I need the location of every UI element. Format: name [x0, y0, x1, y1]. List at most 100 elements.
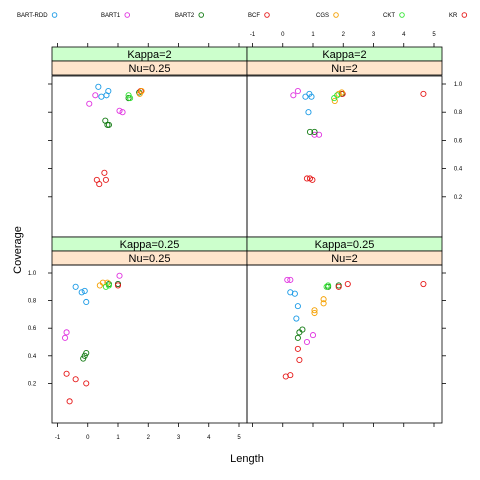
point-cgs	[338, 89, 345, 96]
point-bart2	[105, 121, 112, 128]
x-tick-label: 2	[342, 32, 346, 38]
legend-label: CKT	[383, 13, 395, 19]
strip-bottom-label: Nu=0.25	[129, 63, 171, 75]
legend-label: CGS	[316, 13, 329, 19]
point-bart-rdd	[72, 283, 79, 290]
point-bart1	[92, 92, 99, 99]
point-ckt	[334, 92, 341, 99]
point-bart1	[309, 332, 317, 339]
point-ckt	[102, 283, 109, 290]
legend-label: BART-RDD	[17, 13, 48, 19]
point-ckt	[105, 282, 112, 289]
panel-frame	[246, 264, 443, 424]
point-bcf	[309, 176, 316, 183]
point-bart1	[119, 109, 126, 116]
point-bart-rdd	[291, 290, 298, 297]
point-bart1	[86, 100, 93, 107]
panels: Kappa=2 Nu=0.25 Kappa=2 Nu=2 Kappa=0.25 Nu=0.…	[51, 46, 443, 424]
strip-bottom-bg	[246, 60, 443, 76]
point-bcf	[83, 380, 90, 387]
x-tick-label: 4	[402, 32, 406, 38]
x-tick-label: 4	[207, 435, 211, 441]
legend-marker	[51, 12, 58, 18]
point-ckt	[127, 95, 134, 102]
y-tick-label: 0.4	[28, 354, 37, 360]
point-bcf	[296, 356, 303, 363]
point-bart1	[284, 276, 291, 283]
strip-top-label: Kappa=0.25	[120, 239, 180, 251]
legend-marker	[333, 12, 339, 18]
x-tick-label: 1	[116, 435, 120, 441]
point-bart-rdd	[98, 93, 105, 100]
point-bcf	[344, 280, 351, 288]
y-tick-label: 0.6	[454, 138, 463, 144]
legend-label: BCF	[248, 13, 260, 19]
point-bart2	[83, 349, 90, 357]
strip-top-label: Kappa=0.25	[315, 239, 375, 251]
point-bart1	[294, 88, 301, 95]
point-bcf	[66, 398, 73, 405]
point-cgs	[335, 90, 342, 97]
x-tick-label: 3	[177, 435, 181, 441]
point-bcf	[102, 176, 109, 183]
x-tick-label: 0	[281, 32, 285, 38]
point-bart1	[63, 329, 70, 336]
legend-marker	[461, 12, 468, 18]
point-cgs	[320, 300, 327, 307]
point-cgs	[311, 307, 318, 314]
legend-marker	[399, 12, 405, 18]
panel-frame	[51, 264, 248, 424]
point-bcf	[101, 169, 108, 176]
point-bart-rdd	[95, 83, 102, 90]
point-bart2	[294, 334, 301, 341]
panel-kappa025-nu2: Kappa=0.25 Nu=2	[246, 236, 443, 424]
legend-marker	[198, 12, 204, 18]
legend-label: KR	[449, 13, 458, 19]
point-bart1	[116, 272, 123, 279]
y-tick-label: 0.4	[454, 167, 463, 173]
axes: 0.2 0.4 0.6 0.8 1.0 0.2 0.4 0.6 0.8 1.0 -1 0 1 2 3 4 5 -1…	[28, 32, 463, 441]
y-tick-label: 0.6	[28, 326, 37, 332]
point-bart1	[116, 107, 123, 114]
x-tick-label: 1	[311, 32, 315, 38]
point-bcf	[420, 280, 427, 288]
point-bcf	[72, 376, 79, 383]
legend-label: BART1	[101, 13, 121, 19]
point-ckt	[323, 283, 330, 290]
x-tick-label: 5	[432, 32, 436, 38]
x-tick-label: 2	[147, 435, 151, 441]
point-bart-rdd	[308, 93, 315, 100]
panel-kappa2-nu2: Kappa=2 Nu=2	[246, 46, 443, 238]
point-bart2	[306, 128, 314, 135]
strip-top-label: Kappa=2	[322, 49, 366, 61]
y-tick-label: 1.0	[454, 82, 463, 88]
point-bcf	[303, 175, 311, 182]
point-bart-rdd	[294, 303, 301, 310]
x-axis-label: Length	[230, 453, 264, 465]
point-bart-rdd	[81, 287, 88, 294]
point-bcf	[96, 181, 103, 188]
panel-kappa025-nu025: Kappa=0.25 Nu=0.25	[51, 236, 248, 424]
point-bcf	[420, 90, 427, 97]
point-bart-rdd	[302, 93, 309, 100]
point-bart1	[287, 276, 294, 283]
point-bart2	[311, 128, 318, 135]
y-tick-label: 1.0	[28, 271, 37, 277]
x-tick-label: 5	[237, 435, 241, 441]
point-bart-rdd	[83, 298, 90, 306]
strip-top-label: Kappa=2	[127, 49, 171, 61]
point-bcf	[294, 345, 301, 352]
point-bart-rdd	[305, 109, 312, 116]
strip-bottom-label: Nu=2	[331, 253, 358, 265]
point-bart1	[62, 334, 69, 341]
legend-marker	[264, 12, 270, 18]
point-bcf	[63, 370, 70, 377]
point-bart1	[315, 131, 323, 138]
point-bart-rdd	[293, 315, 300, 322]
point-bart-rdd	[105, 88, 112, 95]
y-axis-label: Coverage	[12, 226, 24, 274]
point-cgs	[138, 88, 145, 95]
legend-label: BART2	[175, 13, 195, 19]
point-bart2	[299, 326, 306, 333]
x-tick-label: -1	[55, 435, 61, 441]
